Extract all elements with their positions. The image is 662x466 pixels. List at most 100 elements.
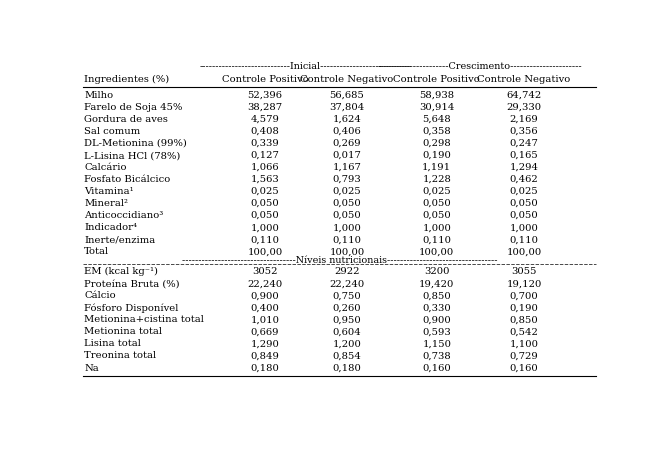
Text: 19,120: 19,120 — [506, 279, 542, 288]
Text: 0,190: 0,190 — [422, 151, 451, 160]
Text: 0,849: 0,849 — [250, 351, 279, 361]
Text: 0,180: 0,180 — [332, 363, 361, 372]
Text: 0,050: 0,050 — [332, 199, 361, 208]
Text: 0,127: 0,127 — [250, 151, 279, 160]
Text: -----------------------------------Níveis nutricionais--------------------------: -----------------------------------Nívei… — [181, 256, 497, 265]
Text: 0,400: 0,400 — [250, 303, 279, 312]
Text: Vitamina¹: Vitamina¹ — [84, 187, 134, 196]
Text: ----------------------------Inicial----------------------------: ----------------------------Inicial-----… — [200, 62, 412, 71]
Text: 0,854: 0,854 — [332, 351, 361, 361]
Text: 1,167: 1,167 — [332, 163, 361, 172]
Text: Total: Total — [84, 247, 109, 256]
Text: 0,593: 0,593 — [422, 328, 451, 336]
Text: 1,000: 1,000 — [422, 223, 451, 232]
Text: 0,050: 0,050 — [422, 199, 451, 208]
Text: 100,00: 100,00 — [248, 247, 283, 256]
Text: 0,950: 0,950 — [332, 315, 361, 324]
Text: 0,050: 0,050 — [510, 211, 538, 220]
Text: 0,050: 0,050 — [510, 199, 538, 208]
Text: Proteína Bruta (%): Proteína Bruta (%) — [84, 279, 180, 288]
Text: 0,900: 0,900 — [422, 315, 451, 324]
Text: 1,100: 1,100 — [510, 339, 538, 349]
Text: 1,228: 1,228 — [422, 175, 451, 184]
Text: 0,408: 0,408 — [250, 127, 279, 136]
Text: 1,000: 1,000 — [250, 223, 279, 232]
Text: 0,260: 0,260 — [333, 303, 361, 312]
Text: 2922: 2922 — [334, 267, 359, 276]
Text: 1,624: 1,624 — [332, 115, 361, 124]
Text: Metionina total: Metionina total — [84, 328, 162, 336]
Text: EM (kcal kg⁻¹): EM (kcal kg⁻¹) — [84, 267, 158, 276]
Text: 100,00: 100,00 — [419, 247, 454, 256]
Text: 52,396: 52,396 — [248, 91, 283, 100]
Text: Gordura de aves: Gordura de aves — [84, 115, 168, 124]
Text: 0,850: 0,850 — [422, 291, 451, 301]
Text: 0,269: 0,269 — [333, 139, 361, 148]
Text: 0,110: 0,110 — [332, 235, 361, 244]
Text: 0,542: 0,542 — [510, 328, 538, 336]
Text: 0,750: 0,750 — [332, 291, 361, 301]
Text: 1,150: 1,150 — [422, 339, 451, 349]
Text: 3052: 3052 — [252, 267, 277, 276]
Text: Fósforo Disponível: Fósforo Disponível — [84, 303, 179, 313]
Text: 0,298: 0,298 — [422, 139, 451, 148]
Text: 19,420: 19,420 — [419, 279, 454, 288]
Text: 0,025: 0,025 — [250, 187, 279, 196]
Text: 0,700: 0,700 — [510, 291, 538, 301]
Text: 100,00: 100,00 — [506, 247, 542, 256]
Text: 0,017: 0,017 — [332, 151, 361, 160]
Text: 0,462: 0,462 — [510, 175, 538, 184]
Text: Anticoccidiano³: Anticoccidiano³ — [84, 211, 164, 220]
Text: 0,356: 0,356 — [510, 127, 538, 136]
Text: Controle Positivo: Controle Positivo — [222, 75, 308, 84]
Text: Farelo de Soja 45%: Farelo de Soja 45% — [84, 103, 183, 112]
Text: 0,793: 0,793 — [332, 175, 361, 184]
Text: Lisina total: Lisina total — [84, 339, 141, 349]
Text: 0,025: 0,025 — [332, 187, 361, 196]
Text: 0,180: 0,180 — [250, 363, 279, 372]
Text: Controle Negativo: Controle Negativo — [477, 75, 571, 84]
Text: Treonina total: Treonina total — [84, 351, 156, 361]
Text: 0,604: 0,604 — [332, 328, 361, 336]
Text: 1,000: 1,000 — [332, 223, 361, 232]
Text: 1,010: 1,010 — [250, 315, 279, 324]
Text: 0,358: 0,358 — [422, 127, 451, 136]
Text: 3200: 3200 — [424, 267, 449, 276]
Text: Indicador⁴: Indicador⁴ — [84, 223, 137, 232]
Text: 0,330: 0,330 — [422, 303, 451, 312]
Text: Ingredientes (%): Ingredientes (%) — [84, 75, 169, 84]
Text: 30,914: 30,914 — [419, 103, 454, 112]
Text: 22,240: 22,240 — [248, 279, 283, 288]
Text: 58,938: 58,938 — [419, 91, 454, 100]
Text: 1,290: 1,290 — [250, 339, 279, 349]
Text: 0,339: 0,339 — [250, 139, 279, 148]
Text: 0,050: 0,050 — [250, 199, 279, 208]
Text: Controle Negativo: Controle Negativo — [301, 75, 394, 84]
Text: 0,190: 0,190 — [510, 303, 538, 312]
Text: 0,025: 0,025 — [510, 187, 538, 196]
Text: 0,025: 0,025 — [422, 187, 451, 196]
Text: 22,240: 22,240 — [330, 279, 365, 288]
Text: 1,563: 1,563 — [250, 175, 279, 184]
Text: 0,050: 0,050 — [422, 211, 451, 220]
Text: 29,330: 29,330 — [506, 103, 542, 112]
Text: 0,729: 0,729 — [510, 351, 538, 361]
Text: 1,000: 1,000 — [510, 223, 538, 232]
Text: 0,738: 0,738 — [422, 351, 451, 361]
Text: 64,742: 64,742 — [506, 91, 542, 100]
Text: ----------------------Crescimento----------------------: ----------------------Crescimento-------… — [378, 62, 583, 71]
Text: Metionina+cistina total: Metionina+cistina total — [84, 315, 204, 324]
Text: Na: Na — [84, 363, 99, 372]
Text: Inerte/enzima: Inerte/enzima — [84, 235, 156, 244]
Text: Milho: Milho — [84, 91, 113, 100]
Text: 0,050: 0,050 — [250, 211, 279, 220]
Text: Sal comum: Sal comum — [84, 127, 140, 136]
Text: 0,110: 0,110 — [510, 235, 538, 244]
Text: 56,685: 56,685 — [330, 91, 364, 100]
Text: Calcário: Calcário — [84, 163, 127, 172]
Text: 3055: 3055 — [511, 267, 537, 276]
Text: 37,804: 37,804 — [330, 103, 365, 112]
Text: L-Lisina HCl (78%): L-Lisina HCl (78%) — [84, 151, 181, 160]
Text: Cálcio: Cálcio — [84, 291, 116, 301]
Text: DL-Metionina (99%): DL-Metionina (99%) — [84, 139, 187, 148]
